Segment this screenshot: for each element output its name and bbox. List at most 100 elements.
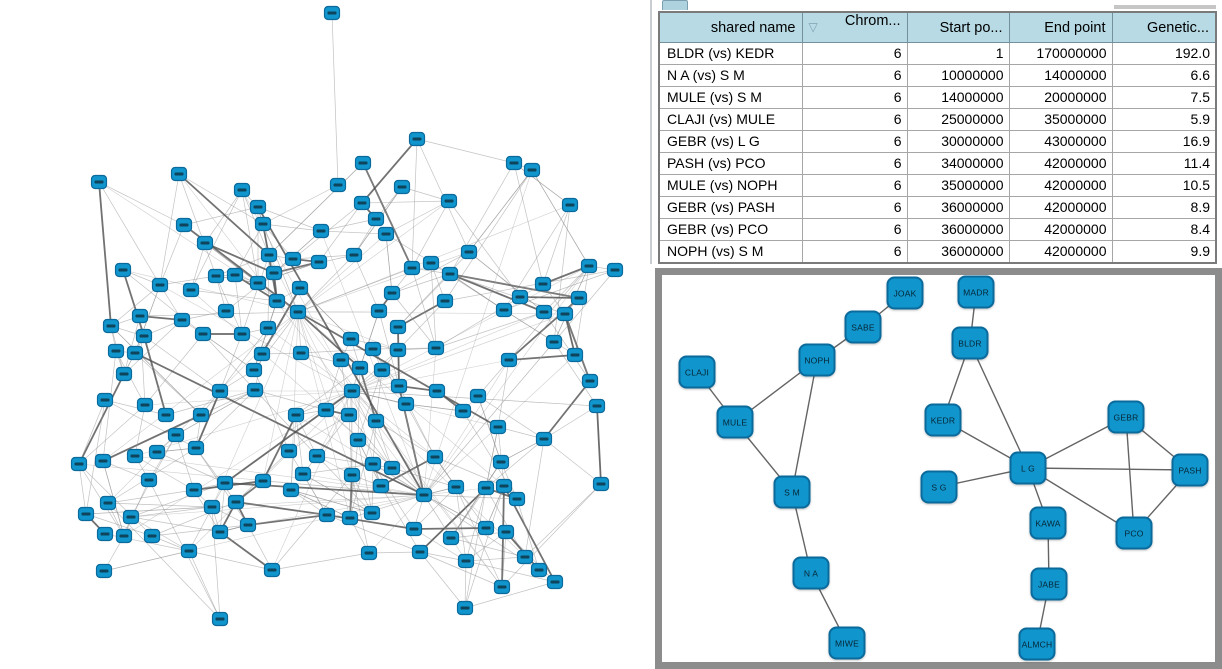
table-cell[interactable]: 6 [801, 108, 908, 131]
table-cell[interactable]: 6 [801, 174, 908, 197]
table-cell[interactable]: 6 [801, 86, 908, 109]
column-header-end-point[interactable]: End point [1008, 11, 1113, 43]
table-cell[interactable]: 192.0 [1111, 42, 1217, 65]
table-cell[interactable]: 42000000 [1008, 174, 1113, 197]
table-cell[interactable]: 9.9 [1111, 240, 1217, 264]
filter-funnel-icon[interactable]: ▽ [808, 20, 818, 34]
table-cell[interactable]: 1 [906, 42, 1010, 65]
table-cell[interactable]: 36000000 [906, 196, 1010, 219]
table-cell[interactable]: 36000000 [906, 240, 1010, 264]
subnetwork-view-panel[interactable]: JOAK SABE NOPH CLAJI MULE S M N A MIWE MADR BLDR K… [655, 268, 1222, 669]
network-node[interactable]: JOAK [886, 276, 924, 310]
network-edge[interactable] [1027, 467, 1191, 471]
table-row[interactable]: BLDR (vs) KEDR 6 1 170000000 192.0 [658, 42, 1217, 65]
table-cell[interactable]: PASH (vs) PCO [658, 152, 803, 175]
column-header-shared-name[interactable]: shared name [658, 11, 803, 43]
table-cell[interactable]: 6 [801, 42, 908, 65]
column-header-genetic[interactable]: Genetic... [1111, 11, 1217, 43]
network-node[interactable]: KAWA [1029, 506, 1067, 540]
column-header-chromosome[interactable]: ▽ Chrom... [801, 11, 908, 43]
table-cell[interactable]: 10.5 [1111, 174, 1217, 197]
table-cell[interactable]: 8.4 [1111, 218, 1217, 241]
table-cell[interactable]: 10000000 [906, 64, 1010, 87]
network-edge[interactable] [969, 342, 1029, 469]
table-cell[interactable]: 14000000 [1008, 64, 1113, 87]
table-row[interactable]: MULE (vs) NOPH 6 35000000 42000000 10.5 [658, 174, 1217, 197]
table-cell[interactable]: 7.5 [1111, 86, 1217, 109]
table-cell[interactable]: 6 [801, 218, 908, 241]
table-row[interactable]: PASH (vs) PCO 6 34000000 42000000 11.4 [658, 152, 1217, 175]
table-cell[interactable]: 35000000 [906, 174, 1010, 197]
table-cell[interactable]: 5.9 [1111, 108, 1217, 131]
column-header-start-position[interactable]: Start po... [906, 11, 1010, 43]
network-node[interactable]: PCO [1115, 516, 1153, 550]
table-cell[interactable]: 42000000 [1008, 152, 1113, 175]
table-cell[interactable]: BLDR (vs) KEDR [658, 42, 803, 65]
network-node[interactable]: N A [792, 556, 830, 590]
table-cell[interactable]: 42000000 [1008, 218, 1113, 241]
network-node[interactable]: PASH [1171, 453, 1209, 487]
table-cell[interactable]: 6 [801, 152, 908, 175]
network-node[interactable]: GEBR [1107, 400, 1145, 434]
network-node[interactable]: S G [920, 470, 958, 504]
network-node[interactable]: NOPH [798, 343, 836, 377]
hairball-node-label [100, 532, 110, 536]
network-node[interactable]: CLAJI [678, 355, 716, 389]
table-cell[interactable]: 36000000 [906, 218, 1010, 241]
table-row[interactable]: CLAJI (vs) MULE 6 25000000 35000000 5.9 [658, 108, 1217, 131]
subnetwork-canvas[interactable]: JOAK SABE NOPH CLAJI MULE S M N A MIWE MADR BLDR K… [662, 275, 1215, 662]
table-row[interactable]: GEBR (vs) L G 6 30000000 43000000 16.9 [658, 130, 1217, 153]
table-cell[interactable]: MULE (vs) NOPH [658, 174, 803, 197]
network-node[interactable]: MULE [716, 405, 754, 439]
table-row[interactable]: GEBR (vs) PASH 6 36000000 42000000 8.9 [658, 196, 1217, 219]
table-row[interactable]: N A (vs) S M 6 10000000 14000000 6.6 [658, 64, 1217, 87]
network-node[interactable]: L G [1009, 451, 1047, 485]
table-row[interactable]: MULE (vs) S M 6 14000000 20000000 7.5 [658, 86, 1217, 109]
table-cell[interactable]: NOPH (vs) S M [658, 240, 803, 264]
network-node[interactable]: SABE [844, 310, 882, 344]
table-cell[interactable]: 20000000 [1008, 86, 1113, 109]
table-row[interactable]: GEBR (vs) PCO 6 36000000 42000000 8.4 [658, 218, 1217, 241]
main-network-view[interactable] [0, 0, 652, 669]
network-node[interactable]: JABE [1030, 567, 1068, 601]
table-cell[interactable]: GEBR (vs) L G [658, 130, 803, 153]
hairball-node-label [291, 413, 301, 417]
table-cell[interactable]: 42000000 [1008, 196, 1113, 219]
network-node[interactable]: KEDR [924, 403, 962, 437]
table-cell[interactable]: 43000000 [1008, 130, 1113, 153]
panel-tab[interactable] [662, 0, 688, 10]
table-cell[interactable]: 11.4 [1111, 152, 1217, 175]
table-row[interactable]: NOPH (vs) S M 6 36000000 42000000 9.9 [658, 240, 1217, 264]
table-cell[interactable]: 16.9 [1111, 130, 1217, 153]
table-cell[interactable]: 8.9 [1111, 196, 1217, 219]
network-node[interactable]: ALMCH [1018, 627, 1056, 661]
network-edge[interactable] [1125, 416, 1135, 534]
table-cell[interactable]: 170000000 [1008, 42, 1113, 65]
table-cell[interactable]: 42000000 [1008, 240, 1113, 264]
table-cell[interactable]: CLAJI (vs) MULE [658, 108, 803, 131]
table-cell[interactable]: MULE (vs) S M [658, 86, 803, 109]
table-cell[interactable]: 25000000 [906, 108, 1010, 131]
table-cell[interactable]: GEBR (vs) PASH [658, 196, 803, 219]
table-cell[interactable]: GEBR (vs) PCO [658, 218, 803, 241]
table-cell[interactable]: 6 [801, 130, 908, 153]
network-node[interactable]: S M [773, 475, 811, 509]
network-node[interactable]: BLDR [951, 326, 989, 360]
table-cell[interactable]: 6 [801, 240, 908, 264]
network-node[interactable]: MADR [957, 275, 995, 309]
table-cell[interactable]: 6 [801, 196, 908, 219]
network-node[interactable]: MIWE [828, 626, 866, 660]
table-cell[interactable]: 6.6 [1111, 64, 1217, 87]
hairball-node-label [221, 309, 231, 313]
hairball-node-label [584, 264, 594, 268]
table-cell[interactable]: 6 [801, 64, 908, 87]
network-edge[interactable] [791, 359, 818, 493]
table-cell[interactable]: N A (vs) S M [658, 64, 803, 87]
scrollbar-remnant[interactable] [1114, 5, 1216, 9]
hairball-node-label [550, 580, 560, 584]
table-cell[interactable]: 34000000 [906, 152, 1010, 175]
panel-splitter[interactable] [650, 0, 652, 264]
table-cell[interactable]: 35000000 [1008, 108, 1113, 131]
table-cell[interactable]: 30000000 [906, 130, 1010, 153]
table-cell[interactable]: 14000000 [906, 86, 1010, 109]
